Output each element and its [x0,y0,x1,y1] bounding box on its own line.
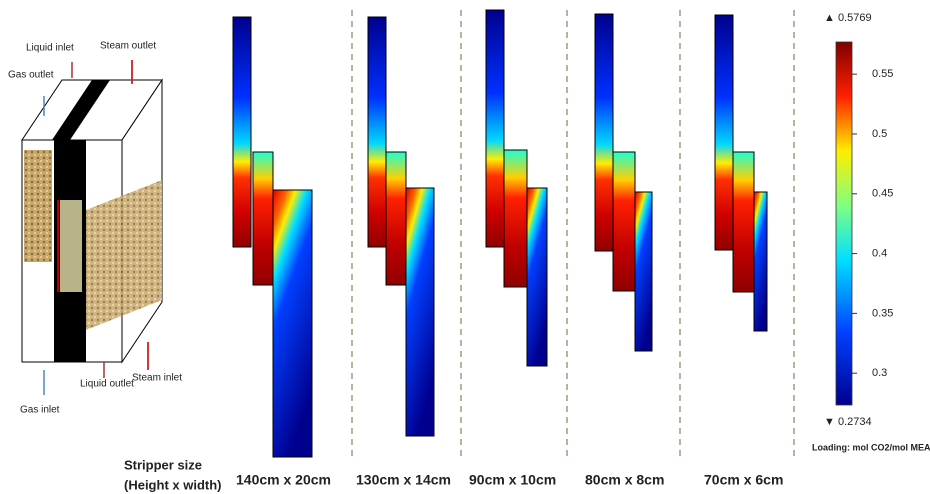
label: Gas outlet [8,70,54,81]
size-label: 130cm x 14cm [356,472,451,488]
caption: Stripper size [124,457,202,472]
label: Liquid inlet [26,43,74,54]
tick-label: 0.5 [872,128,887,140]
tick-label: 0.4 [872,247,887,259]
label: Gas inlet [20,405,60,416]
colorbar [835,41,853,406]
colorbar-title: Loading: mol CO2/mol MEA [812,442,930,452]
label: Steam outlet [100,41,156,52]
colorbar-max: ▲ 0.5769 [824,12,872,24]
label: Steam inlet [132,373,182,384]
panel [232,16,313,458]
size-label: 70cm x 6cm [704,472,783,488]
tick-label: 0.55 [872,68,893,80]
colorbar-min: ▼ 0.2734 [824,416,872,428]
panel [714,14,768,332]
tick-label: 0.45 [872,188,893,200]
tick-label: 0.3 [872,367,887,379]
size-label: 80cm x 8cm [585,472,664,488]
simulations [232,9,795,460]
tick-label: 0.35 [872,307,893,319]
size-label: 140cm x 20cm [236,472,331,488]
panel [485,9,548,367]
colorbar-ticks: 0.55 0.5 0.45 0.4 0.35 0.3 [852,68,893,379]
size-label: 90cm x 10cm [469,472,556,488]
label: Liquid outlet [80,379,134,390]
panel [367,16,435,437]
panel [594,13,653,352]
caption: (Height x width) [124,477,222,492]
schematic: Liquid inlet Steam outlet Gas outlet Gas… [8,41,182,416]
